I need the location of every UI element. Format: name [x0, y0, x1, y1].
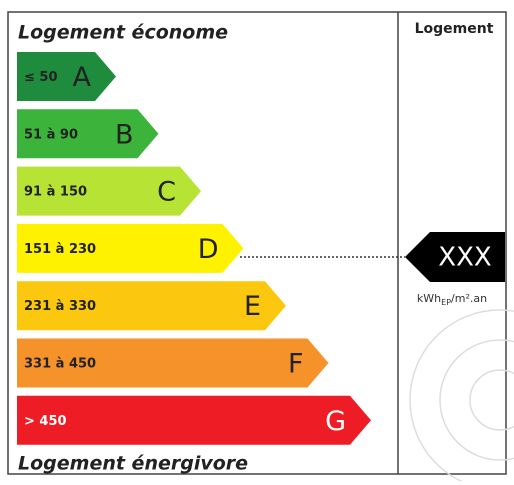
class-range: ≤ 50 [24, 70, 58, 85]
classes: ≤ 50 A 51 à 90 B 91 à 150 C 151 à 230 D 231 à 33… [17, 52, 371, 445]
class-letter: A [73, 62, 92, 93]
class-bar [17, 52, 116, 101]
class-letter: B [115, 119, 134, 150]
class-range: 331 à 450 [24, 357, 96, 372]
class-bar [17, 109, 159, 159]
class-bar [17, 395, 371, 445]
unit-sub: EP [441, 298, 451, 307]
unit-rest: /m².an [451, 292, 487, 305]
class-bar [17, 166, 201, 216]
class-letter: D [198, 234, 219, 265]
class-range: 231 à 330 [24, 299, 96, 314]
class-range: 151 à 230 [24, 242, 96, 257]
unit: kWh [417, 292, 441, 305]
class-letter: E [244, 291, 261, 322]
indicator-arrow [405, 232, 505, 282]
column-header: Logement [415, 21, 494, 37]
class-letter: C [157, 177, 176, 208]
class-range: > 450 [24, 414, 67, 429]
watermark [409, 309, 514, 485]
class-bar [17, 281, 286, 331]
class-letter: F [288, 349, 304, 380]
class-range: 51 à 90 [24, 127, 78, 142]
top-caption: Logement économe [18, 22, 228, 44]
class-range: 91 à 150 [24, 185, 87, 200]
indicator-unit: kWhEP/m².an [417, 292, 487, 307]
bottom-caption: Logement énergivore [18, 453, 248, 475]
class-letter: G [325, 406, 346, 437]
class-bar [17, 338, 329, 388]
indicator-value: XXX [438, 243, 491, 273]
class-bar [17, 223, 244, 273]
